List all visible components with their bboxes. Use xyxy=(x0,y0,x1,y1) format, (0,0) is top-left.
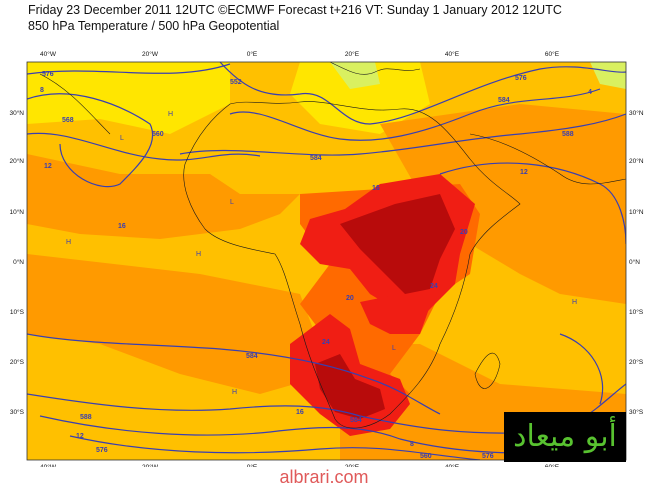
lat-label-left: 10°S xyxy=(10,308,25,316)
contour-label: 576 xyxy=(96,447,108,454)
lat-label-left: 0°N xyxy=(13,258,24,266)
pressure-centers: H L H L H L H H xyxy=(66,111,577,396)
watermark-logo: أبو ميعاد xyxy=(504,412,626,462)
isotherm-label: 8 xyxy=(40,87,44,94)
contour-label: 560 xyxy=(420,453,432,460)
coastlines xyxy=(39,62,626,429)
isotherm-label: 12 xyxy=(76,433,84,440)
lat-label-left: 10°N xyxy=(9,208,24,216)
lon-label-bottom: 0°E xyxy=(247,463,258,467)
isotherm-label: 8 xyxy=(410,441,414,448)
contour-label: 584 xyxy=(310,155,322,162)
isotherm-label: 24 xyxy=(430,283,438,290)
temperature-field xyxy=(27,62,626,460)
isotherm-label: 24 xyxy=(322,339,330,346)
pressure-center: L xyxy=(120,135,124,142)
lat-label-right: 20°N xyxy=(629,157,644,165)
weather-map: 40°W 20°W 0°E 20°E 40°E 60°E 40°W 20°W 0… xyxy=(9,50,644,467)
contour-label: 576 xyxy=(42,71,54,78)
isotherm-label: 12 xyxy=(520,169,528,176)
contour-label: 560 xyxy=(152,131,164,138)
pressure-center: L xyxy=(392,345,396,352)
isotherm-label: 16 xyxy=(118,223,126,230)
longitude-labels-top: 40°W 20°W 0°E 20°E 40°E 60°E xyxy=(40,50,560,58)
lon-label-bottom: 20°E xyxy=(345,463,360,467)
longitude-labels-bottom: 40°W 20°W 0°E 20°E 40°E 60°E xyxy=(40,463,560,467)
pressure-center: H xyxy=(232,389,237,396)
lon-label-bottom: 40°E xyxy=(445,463,460,467)
lat-label-right: 10°S xyxy=(629,308,644,316)
contour-label: 584 xyxy=(350,417,362,424)
pressure-center: L xyxy=(230,199,234,206)
lon-label-bottom: 60°E xyxy=(545,463,560,467)
lat-label-left: 30°N xyxy=(9,109,24,117)
contour-label: 584 xyxy=(498,97,510,104)
forecast-title: Friday 23 December 2011 12UTC ©ECMWF For… xyxy=(28,3,562,17)
pressure-center: H xyxy=(168,111,173,118)
lon-label-top: 0°E xyxy=(247,50,258,58)
contour-label: 552 xyxy=(230,79,242,86)
lat-label-right: 0°N xyxy=(629,258,640,266)
contour-label: 568 xyxy=(62,117,74,124)
lat-label-right: 20°S xyxy=(629,358,644,366)
lon-label-bottom: 40°W xyxy=(40,463,57,467)
lon-label-top: 20°W xyxy=(142,50,159,58)
temperature-labels: 8 12 16 16 20 24 24 20 12 12 16 8 4 xyxy=(40,87,592,448)
lon-label-top: 20°E xyxy=(345,50,360,58)
watermark-site: albrari.com xyxy=(279,467,369,487)
isotherm-label: 20 xyxy=(460,229,468,236)
isotherm-label: 16 xyxy=(372,185,380,192)
geopotential-labels: 576 568 560 552 584 576 584 588 584 588 … xyxy=(42,71,574,460)
isotherm-label: 4 xyxy=(588,89,592,96)
isotherm-label: 12 xyxy=(44,163,52,170)
contour-label: 576 xyxy=(515,75,527,82)
isotherm-label: 20 xyxy=(346,295,354,302)
lat-label-left: 20°S xyxy=(10,358,25,366)
forecast-subtitle: 850 hPa Temperature / 500 hPa Geopotenti… xyxy=(28,19,280,33)
contour-label: 576 xyxy=(482,453,494,460)
lat-label-left: 30°S xyxy=(10,408,25,416)
isotherm-label: 16 xyxy=(296,409,304,416)
lon-label-top: 40°W xyxy=(40,50,57,58)
contour-label: 584 xyxy=(246,353,258,360)
contour-label: 588 xyxy=(562,131,574,138)
pressure-center: H xyxy=(196,251,201,258)
lat-label-right: 10°N xyxy=(629,208,644,216)
contour-label: 588 xyxy=(80,414,92,421)
latitude-labels-right: 30°N 20°N 10°N 0°N 10°S 20°S 30°S xyxy=(629,109,644,416)
lat-label-right: 30°N xyxy=(629,109,644,117)
lon-label-top: 40°E xyxy=(445,50,460,58)
pressure-center: H xyxy=(572,299,577,306)
lat-label-left: 20°N xyxy=(9,157,24,165)
map-frame xyxy=(26,61,627,461)
latitude-labels-left: 30°N 20°N 10°N 0°N 10°S 20°S 30°S xyxy=(9,109,24,416)
lon-label-bottom: 20°W xyxy=(142,463,159,467)
lon-label-top: 60°E xyxy=(545,50,560,58)
lat-label-right: 30°S xyxy=(629,408,644,416)
pressure-center: H xyxy=(66,239,71,246)
